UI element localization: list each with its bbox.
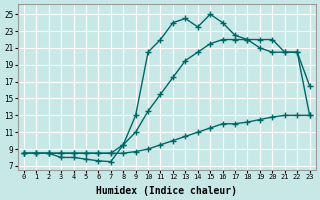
X-axis label: Humidex (Indice chaleur): Humidex (Indice chaleur) <box>96 186 237 196</box>
